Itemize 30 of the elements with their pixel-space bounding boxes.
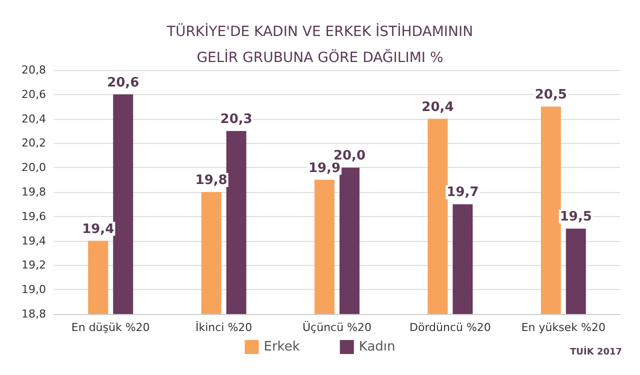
- data-label: 19,5: [560, 210, 592, 225]
- y-tick-label: 20,2: [22, 136, 46, 150]
- data-label: 20,6: [107, 75, 140, 90]
- data-label: 20,0: [333, 148, 366, 164]
- legend-label: Kadın: [358, 340, 396, 354]
- x-tick-label: İkinci %20: [195, 320, 252, 334]
- text: TUİK 2017: [570, 346, 622, 358]
- y-tick-label: 19,0: [22, 283, 46, 296]
- x-tick-label: En düşük %20: [71, 321, 150, 334]
- y-tick-label: 20,0: [22, 161, 46, 174]
- data-label: 20,3: [220, 112, 252, 127]
- y-tick-label: 19,2: [22, 258, 46, 272]
- data-label: 19,4: [82, 222, 114, 237]
- y-tick-label: 19,8: [22, 186, 46, 198]
- y-tick-label: 18,8: [22, 308, 46, 320]
- legend-label: Erkek: [264, 340, 300, 354]
- x-tick-label: Üçüncü %20: [302, 320, 372, 334]
- data-label: 19,7: [446, 185, 479, 200]
- x-tick-label: En yüksek %20: [521, 321, 606, 334]
- chart-title: TÜRKİYE'DE KADIN VE ERKEK İSTİHDAMININ GELİR GRUBUNA GÖRE DAĞILIMI %: [166, 23, 474, 66]
- x-tick-label: Dördüncü %20: [409, 321, 491, 334]
- data-label: 20,4: [422, 100, 454, 115]
- y-tick-label: 20,8: [22, 64, 46, 76]
- y-tick-label: 19,6: [22, 210, 46, 223]
- data-label: 19,9: [308, 160, 341, 176]
- y-tick-label: 20,6: [22, 88, 46, 101]
- y-tick-label: 20,4: [22, 112, 46, 126]
- data-label: 20,5: [534, 88, 567, 103]
- data-label: 19,8: [195, 173, 228, 188]
- y-tick-label: 19,4: [22, 234, 46, 248]
